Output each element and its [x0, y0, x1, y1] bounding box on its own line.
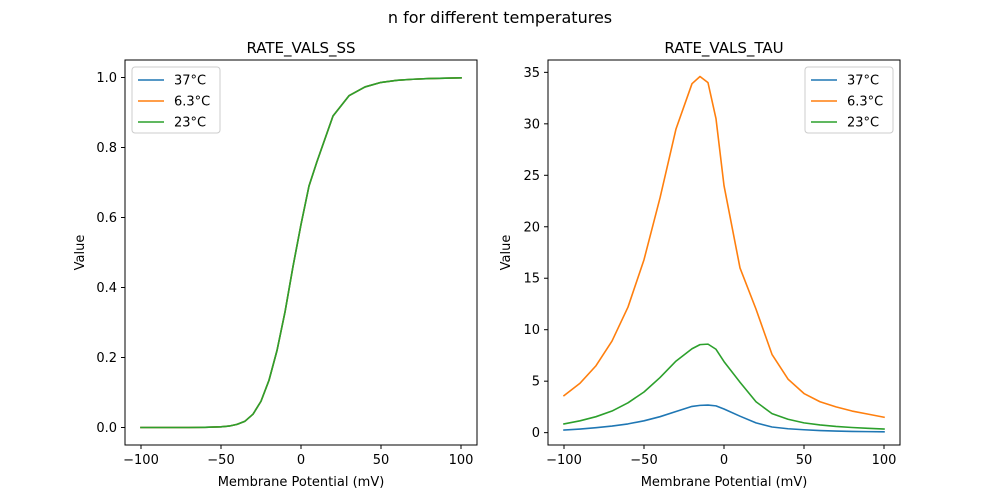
- chart-right-xtick-label: −100: [546, 453, 582, 468]
- chart-right-lines: [562, 75, 885, 433]
- chart-right-legend: 37°C 6.3°C 23°C: [804, 66, 894, 134]
- chart-right-legend-label-0: 37°C: [847, 74, 879, 89]
- chart-right-ytick-label: 10: [523, 323, 540, 338]
- chart-left-series-line-2: [140, 77, 462, 429]
- chart-right-ytick-label: 35: [523, 66, 540, 81]
- chart-right-xlabel: Membrane Potential (mV): [641, 475, 808, 490]
- chart-left-xtick-label: −50: [207, 453, 234, 468]
- chart-right-xtick-label: 0: [720, 453, 728, 468]
- chart-left-ticks: −100 −50 0 50 100 0.0 0.2 0.4 0.6 0.8 1.0: [96, 71, 473, 468]
- chart-left-xlabel: Membrane Potential (mV): [218, 475, 385, 490]
- chart-left-ytick-label: 0.4: [96, 281, 117, 296]
- chart-right-ytick-label: 25: [523, 169, 540, 184]
- chart-left-ylabel: Value: [73, 235, 88, 271]
- chart-left-xtick-label: 0: [297, 453, 305, 468]
- chart-left-xtick-label: −100: [123, 453, 159, 468]
- chart-right-ytick-label: 0: [532, 426, 540, 441]
- chart-right-ytick-label: 5: [532, 375, 540, 390]
- chart-right-ytick-label: 20: [523, 220, 540, 235]
- chart-right-ytick-label: 15: [523, 272, 540, 287]
- chart-left-legend: 37°C 6.3°C 23°C: [131, 66, 221, 134]
- figure-suptitle: n for different temperatures: [388, 8, 612, 27]
- chart-left-legend-label-1: 6.3°C: [174, 95, 210, 110]
- chart-left-legend-box: [131, 66, 221, 134]
- chart-right-xtick-label: 50: [796, 453, 813, 468]
- chart-left-ytick-label: 1.0: [96, 71, 117, 86]
- chart-left-ytick-label: 0.6: [96, 211, 117, 226]
- chart-left-title: RATE_VALS_SS: [246, 39, 355, 58]
- chart-right: −100 −50 0 50 100 0 5 10 15 20 25 30 35 RATE_VALS_TA…: [499, 39, 901, 490]
- chart-right-series-line-2: [563, 343, 885, 430]
- chart-right-ytick-label: 30: [523, 117, 540, 132]
- chart-left-legend-label-0: 37°C: [174, 74, 206, 89]
- chart-right-ylabel: Value: [499, 235, 514, 271]
- chart-right-legend-box: [804, 66, 894, 134]
- chart-left-xtick-label: 50: [373, 453, 390, 468]
- chart-left-xtick-label: 100: [449, 453, 474, 468]
- chart-left-ytick-label: 0.8: [96, 141, 117, 156]
- chart-right-xtick-label: −50: [630, 453, 657, 468]
- chart-right-title: RATE_VALS_TAU: [664, 39, 783, 58]
- chart-left-ytick-label: 0.2: [96, 351, 117, 366]
- chart-left-ytick-label: 0.0: [96, 421, 117, 436]
- chart-left-lines: [140, 77, 462, 429]
- chart-right-ticks: −100 −50 0 50 100 0 5 10 15 20 25 30 35: [523, 66, 896, 468]
- chart-right-series-line-0: [563, 404, 885, 433]
- chart-left-legend-label-2: 23°C: [174, 116, 206, 131]
- chart-right-series-line-1: [562, 75, 885, 419]
- chart-left: −100 −50 0 50 100 0.0 0.2 0.4 0.6 0.8 1.0 RATE_VAL…: [73, 39, 478, 490]
- chart-right-legend-label-1: 6.3°C: [847, 95, 883, 110]
- chart-right-legend-label-2: 23°C: [847, 116, 879, 131]
- chart-right-xtick-label: 100: [872, 453, 897, 468]
